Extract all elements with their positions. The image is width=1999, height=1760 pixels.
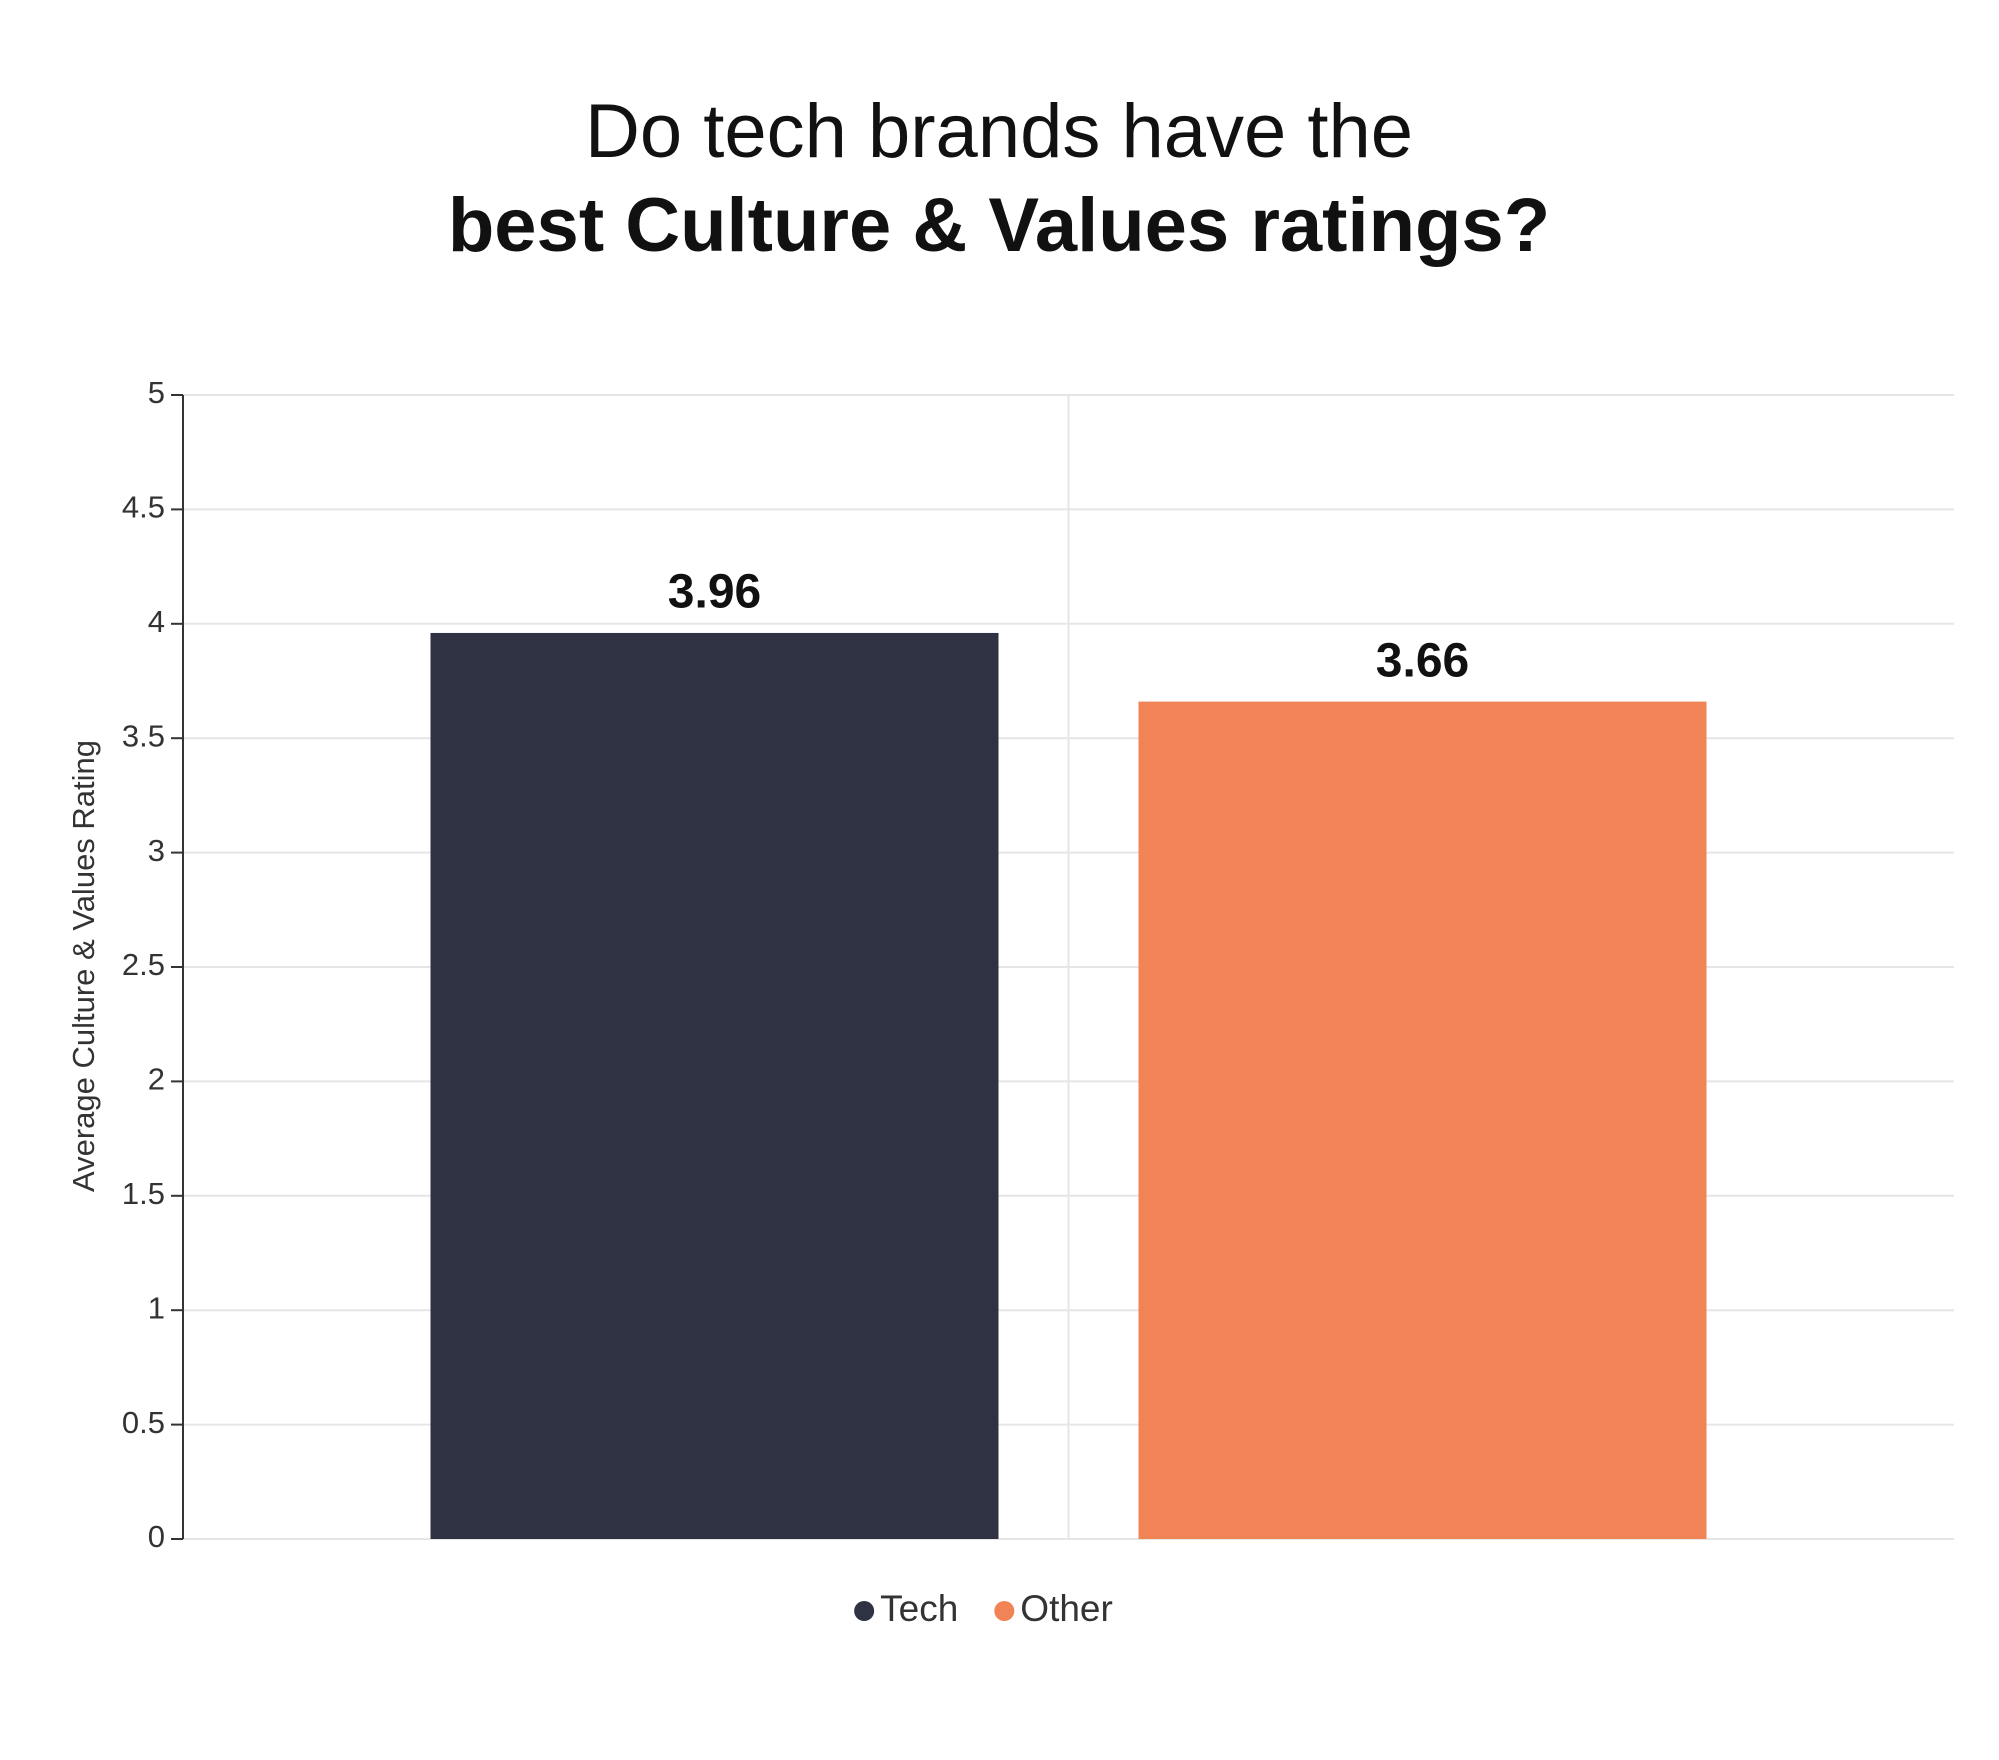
y-tick-label: 5 (148, 375, 165, 410)
bar (430, 632, 999, 1539)
y-tick-label: 0.5 (122, 1405, 165, 1440)
y-tick-label: 1 (148, 1290, 165, 1325)
legend-label: Other (1020, 1588, 1113, 1629)
y-tick-label: 2 (148, 1062, 165, 1097)
bar (1138, 701, 1707, 1539)
chart-title: Do tech brands have the (585, 89, 1413, 174)
legend-marker (994, 1601, 1015, 1621)
y-tick-label: 0 (148, 1519, 165, 1554)
y-tick-label: 2.5 (122, 947, 165, 982)
y-tick-label: 4.5 (122, 490, 165, 525)
y-tick-label: 3 (148, 833, 165, 868)
y-tick-label: 1.5 (122, 1176, 165, 1211)
chart-title: best Culture & Values ratings? (448, 183, 1550, 268)
data-label: 3.96 (668, 566, 761, 619)
legend-label: Tech (880, 1588, 958, 1629)
y-tick-label: 3.5 (122, 718, 165, 753)
legend-marker (854, 1601, 875, 1621)
data-label: 3.66 (1376, 634, 1469, 687)
y-axis-label: Average Culture & Values Rating (66, 740, 101, 1192)
y-tick-label: 4 (148, 604, 165, 639)
